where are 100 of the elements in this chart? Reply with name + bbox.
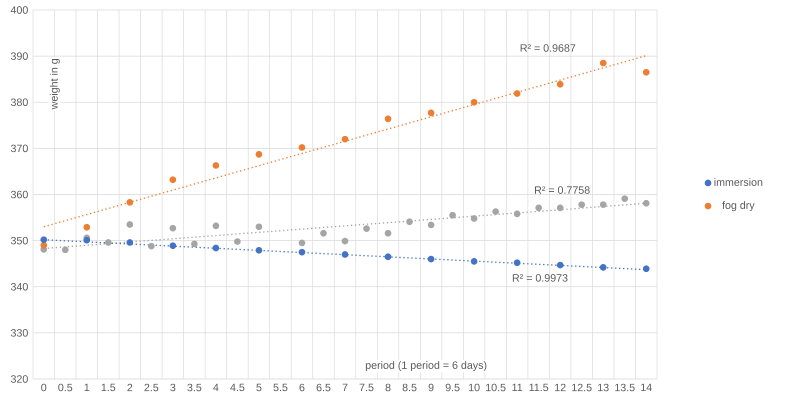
x-tick-label: 4.5	[230, 384, 244, 392]
x-tick-label: 14	[641, 384, 652, 392]
point	[514, 90, 520, 97]
y-tick-label: 400	[10, 6, 28, 14]
point	[449, 212, 456, 219]
point	[642, 265, 650, 272]
x-axis-title: period (1 period = 6 days)	[366, 361, 486, 372]
point	[556, 80, 564, 88]
point	[428, 256, 434, 262]
y-tick-label: 370	[10, 144, 28, 152]
x-tick-label: 4	[213, 384, 219, 392]
point	[642, 68, 650, 76]
point	[470, 98, 478, 106]
x-tick-label: 8	[386, 384, 391, 392]
point	[600, 264, 607, 271]
x-tick-label: 7.5	[360, 384, 374, 392]
x-tick-label: 6.5	[316, 384, 330, 392]
x-tick-label: 11	[512, 384, 522, 392]
point	[384, 116, 392, 122]
point	[126, 239, 134, 246]
point	[428, 110, 434, 116]
point	[514, 259, 520, 266]
point	[642, 200, 650, 207]
x-tick-label: 8.5	[402, 384, 417, 392]
annotation: R² = 0.9687	[520, 44, 576, 52]
point	[342, 251, 348, 258]
point	[298, 248, 306, 256]
x-tick-label: 12	[555, 384, 566, 392]
point	[83, 224, 90, 231]
point	[256, 151, 262, 158]
point	[428, 222, 434, 228]
point	[191, 240, 198, 248]
x-tick-label: 1	[84, 384, 90, 392]
point	[363, 225, 370, 232]
x-tick-label: 7	[342, 384, 348, 392]
point	[342, 136, 348, 142]
point	[256, 223, 262, 230]
point	[600, 201, 607, 208]
point	[320, 230, 327, 237]
point	[384, 253, 392, 260]
point	[406, 218, 413, 226]
x-tick-label: 5.5	[273, 384, 288, 392]
point	[470, 258, 478, 265]
x-tick-label: 0.5	[58, 384, 72, 392]
point	[556, 262, 564, 268]
annotation: R² = 0.7758	[535, 186, 590, 194]
x-tick-label: 10	[468, 384, 480, 392]
x-tick-label: 1.5	[102, 384, 116, 392]
x-tick-label: 13.5	[615, 384, 635, 392]
x-tick-label: 9.5	[446, 384, 460, 392]
point	[234, 238, 241, 245]
point	[256, 246, 262, 254]
point	[40, 242, 48, 249]
point	[384, 230, 392, 237]
x-tick-label: 5	[256, 384, 262, 392]
y-tick-label: 390	[10, 52, 28, 60]
y-tick-label: 320	[10, 375, 28, 383]
x-tick-label: 12.5	[572, 384, 592, 392]
point	[600, 60, 607, 66]
x-tick-label: 13	[598, 384, 609, 392]
x-tick-label: 2.5	[144, 384, 158, 392]
point	[470, 215, 478, 222]
point	[578, 201, 586, 208]
point	[104, 239, 112, 246]
x-tick-label: 2	[127, 384, 132, 392]
legend-label: fog dry	[722, 201, 755, 212]
point	[556, 204, 564, 212]
point	[148, 242, 155, 250]
x-tick-label: 0	[41, 384, 46, 392]
x-tick-label: 3.5	[187, 384, 202, 392]
y-tick-label: 340	[10, 282, 28, 291]
point	[298, 144, 306, 151]
y-tick-label: 380	[10, 98, 28, 106]
point	[126, 199, 134, 206]
x-tick-label: 3	[170, 384, 176, 392]
point	[170, 242, 176, 250]
x-tick-label: 10.5	[486, 384, 506, 392]
x-tick-label: 9	[428, 384, 434, 392]
x-tick-label: 6	[300, 384, 304, 392]
point	[126, 221, 134, 228]
point	[212, 244, 220, 252]
point	[535, 204, 542, 212]
y-tick-label: 360	[10, 190, 28, 198]
point	[212, 222, 220, 230]
point	[492, 208, 499, 215]
point	[40, 236, 48, 244]
point	[170, 176, 176, 184]
point	[170, 224, 176, 232]
point	[298, 240, 306, 246]
y-axis-title: weight in g	[50, 59, 60, 110]
point	[62, 246, 69, 254]
y-tick-label: 330	[10, 329, 28, 337]
annotation: R² = 0.9973	[512, 274, 568, 282]
y-tick-label: 350	[10, 236, 28, 244]
point	[514, 210, 520, 218]
x-tick-label: 11.5	[529, 384, 548, 392]
legend-label: immersion	[714, 178, 762, 186]
point	[342, 238, 348, 244]
point	[621, 195, 628, 202]
point	[212, 162, 220, 169]
